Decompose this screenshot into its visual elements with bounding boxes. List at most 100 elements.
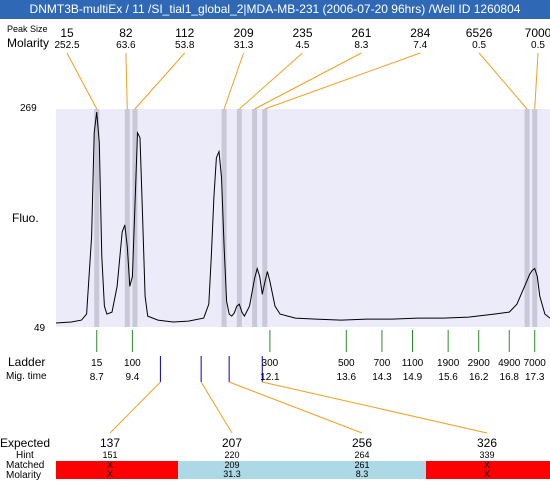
hint-label-value: 151 bbox=[102, 450, 118, 460]
peak-size-label: 112 bbox=[175, 26, 195, 40]
peak-molarity-label: 53.8 bbox=[175, 40, 195, 51]
expected-size-label: 256 bbox=[351, 436, 373, 450]
plot-area bbox=[56, 109, 550, 327]
ladder-size-label: 7000 bbox=[523, 358, 546, 369]
y-axis-label: Fluo. bbox=[12, 211, 39, 225]
peak-size-label: 284 bbox=[410, 26, 431, 40]
status-segment: 261 bbox=[302, 461, 426, 470]
fragment-leader-2 bbox=[228, 381, 363, 434]
peak-band-7 bbox=[524, 109, 530, 327]
mig-time-label-value: 15.6 bbox=[438, 372, 458, 383]
peak-band-0 bbox=[94, 109, 100, 327]
ladder-size-label: 700 bbox=[373, 358, 391, 369]
peak-size-label: 261 bbox=[351, 26, 372, 40]
mig-time-label-value: 12.1 bbox=[260, 372, 280, 383]
status-segment: 31.3 bbox=[178, 470, 302, 479]
peak-leader-line bbox=[134, 52, 186, 110]
y-tick-top: 269 bbox=[20, 103, 37, 114]
molarity-bottom-label: Molarity bbox=[6, 470, 42, 481]
matched-value: X bbox=[106, 460, 114, 470]
matched-value: 261 bbox=[354, 460, 370, 470]
hint-label-value: 339 bbox=[479, 450, 495, 460]
molarity-value: X bbox=[106, 469, 114, 479]
fragment-leader-0 bbox=[109, 381, 161, 434]
matched-value: 209 bbox=[224, 460, 240, 470]
status-segment: X bbox=[56, 470, 178, 479]
peak-size-label: 235 bbox=[292, 26, 313, 40]
expected-size-label: 326 bbox=[476, 436, 498, 450]
peak-leader-line bbox=[264, 52, 421, 110]
peak-molarity-label: 8.3 bbox=[354, 40, 369, 51]
peak-band-1 bbox=[124, 109, 130, 327]
peak-band-8 bbox=[532, 109, 538, 327]
mig-time-label: Mig. time bbox=[6, 371, 47, 382]
status-segment: 209 bbox=[178, 461, 302, 470]
peak-size-label: 6526 bbox=[465, 26, 493, 40]
mig-time-label-value: 13.6 bbox=[336, 372, 357, 383]
peak-band-4 bbox=[236, 109, 242, 327]
molarity-value: X bbox=[483, 469, 491, 479]
ladder-size-label: 4900 bbox=[498, 358, 521, 369]
molarity-label: Molarity bbox=[7, 36, 50, 50]
peak-band-5 bbox=[252, 109, 258, 327]
peak-size-label: 15 bbox=[60, 26, 74, 40]
expected-size-label: 137 bbox=[99, 436, 121, 450]
peak-header-label: Peak Size bbox=[7, 24, 48, 34]
mig-time-label-value: 16.8 bbox=[499, 372, 519, 383]
matched-value: X bbox=[483, 460, 491, 470]
fragment-leader-3 bbox=[262, 381, 488, 434]
fragment-leader-1 bbox=[200, 381, 233, 434]
molarity-bar: X 31.3 8.3 X bbox=[56, 470, 550, 479]
ladder-size-label: 2900 bbox=[467, 358, 490, 369]
peak-leader-line bbox=[125, 52, 128, 110]
peak-leader-line bbox=[66, 52, 98, 110]
peak-molarity-label: 63.6 bbox=[116, 40, 136, 51]
mig-time-label-value: 9.4 bbox=[125, 372, 140, 383]
ladder-size-label: 1900 bbox=[437, 358, 460, 369]
peak-molarity-label: 4.5 bbox=[295, 40, 310, 51]
expected-label: Expected bbox=[0, 436, 51, 450]
ladder-label: Ladder bbox=[8, 355, 46, 369]
status-segment: 8.3 bbox=[302, 470, 426, 479]
ladder-size-label: 500 bbox=[337, 358, 355, 369]
matched-label: Matched bbox=[6, 460, 45, 471]
peak-leader-line bbox=[478, 52, 528, 110]
peak-molarity-label: 252.5 bbox=[54, 40, 80, 51]
matched-bar: X 209 261 X bbox=[56, 461, 550, 470]
peak-molarity-label: 7.4 bbox=[413, 40, 428, 51]
hint-label-value: 264 bbox=[354, 450, 370, 460]
molarity-value: 31.3 bbox=[223, 469, 241, 479]
status-segment: X bbox=[56, 461, 178, 470]
mig-time-label-value: 14.3 bbox=[372, 372, 392, 383]
y-tick-bottom: 49 bbox=[34, 323, 46, 334]
peak-band-6 bbox=[262, 109, 268, 327]
hint-label-value: 220 bbox=[224, 450, 240, 460]
peak-leader-line bbox=[223, 52, 245, 110]
peak-molarity-label: 31.3 bbox=[233, 40, 254, 51]
peak-molarity-label: 0.5 bbox=[472, 40, 487, 51]
peak-size-label: 82 bbox=[119, 26, 133, 40]
status-segment: X bbox=[426, 461, 550, 470]
ladder-size-label: 15 bbox=[91, 358, 103, 369]
hint-label: Hint bbox=[16, 450, 34, 461]
peak-size-label: 7000 bbox=[524, 26, 550, 40]
peak-leader-line bbox=[239, 52, 303, 110]
window-title: DNMT3B-multiEx / 11 /SI_tial1_global_2|M… bbox=[0, 0, 550, 19]
mig-time-label-value: 17.3 bbox=[524, 372, 545, 383]
peak-band-3 bbox=[221, 109, 227, 327]
expected-size-label: 207 bbox=[221, 436, 243, 450]
trace-line bbox=[55, 111, 550, 324]
mig-time-label-value: 16.2 bbox=[468, 372, 489, 383]
peak-molarity-label: 0.5 bbox=[531, 40, 545, 51]
ladder-size-label: 300 bbox=[261, 358, 279, 369]
peak-size-label: 209 bbox=[233, 26, 254, 40]
molarity-value: 8.3 bbox=[355, 469, 369, 479]
peak-leader-line bbox=[254, 52, 362, 110]
peak-leader-line bbox=[534, 52, 539, 110]
ladder-size-label: 1100 bbox=[401, 358, 424, 369]
ladder-size-label: 100 bbox=[124, 358, 141, 369]
mig-time-label-value: 8.7 bbox=[89, 372, 104, 383]
mig-time-label-value: 14.9 bbox=[402, 372, 423, 383]
status-segment: X bbox=[426, 470, 550, 479]
